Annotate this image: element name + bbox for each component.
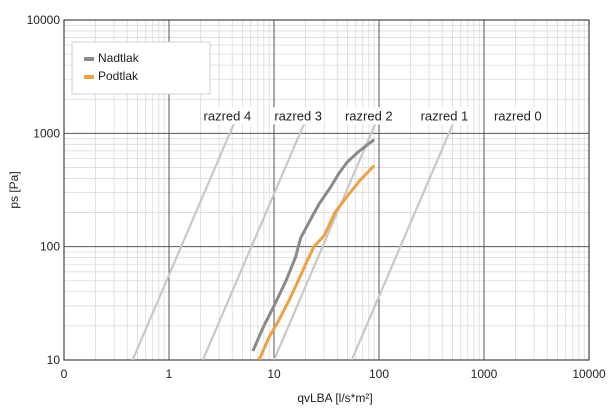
class-line [350,114,458,360]
series-line-podtlak [257,164,376,360]
y-axis-label: ps [Pa] [7,171,21,208]
legend-swatch [84,57,94,61]
legend-swatch [84,75,94,79]
class-label-backdrop [272,107,325,125]
class-label-backdrop [491,107,544,125]
class-label: razred 2 [345,108,393,123]
y-tick-label: 100 [40,240,60,254]
x-tick-label: 1000 [471,367,498,381]
class-label-backdrop [418,107,471,125]
class-label-backdrop [342,107,395,125]
class-label: razred 1 [421,108,469,123]
class-label: razred 4 [204,108,252,123]
legend-box [71,41,211,95]
series-layer [251,138,376,360]
x-tick-label: 0 [61,367,68,381]
x-tick-label: 1 [166,367,173,381]
x-axis-label: qvLBA [l/s*m²] [297,391,372,405]
y-tick-label: 10000 [27,13,61,27]
legend-entry: Podtlak [98,69,139,83]
class-label: razred 0 [494,108,542,123]
legend-entry: Nadtlak [98,51,140,65]
class-label-backdrop [201,107,254,125]
plot-frame [63,19,590,361]
class-labels: razred 4 razred 3 razred 2 razred 1 razred 0 [201,107,544,125]
y-tick-label: 10 [47,353,61,367]
major-grid [63,19,590,361]
class-line [131,114,239,360]
class-line [272,114,381,360]
x-tick-label: 100 [369,367,389,381]
series-line-nadtlak [251,138,376,352]
x-tick-label: 10000 [572,367,606,381]
x-tick-label: 10 [267,367,281,381]
y-tick-label: 1000 [33,126,60,140]
class-line [201,114,309,360]
tick-labels: 0 1 10 100 1000 10000 10 100 1000 10000 [27,13,606,381]
legend: Nadtlak Podtlak [71,41,211,95]
class-lines [131,114,458,360]
class-label: razred 3 [274,108,322,123]
